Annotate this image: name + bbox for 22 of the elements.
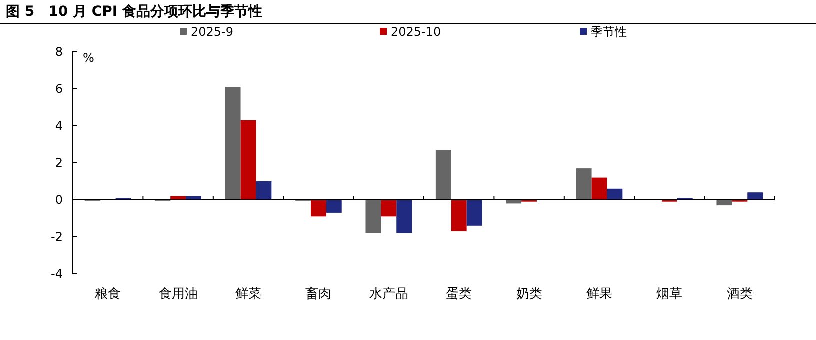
legend-label: 2025-9: [191, 25, 234, 39]
x-tick-label: 蛋类: [446, 287, 472, 302]
x-tick-label: 烟草: [656, 287, 683, 302]
x-tick-label: 食用油: [158, 287, 198, 302]
x-tick-label: 鲜果: [586, 287, 612, 302]
x-tick-label: 奶类: [516, 287, 542, 302]
y-tick-label: 0: [55, 192, 63, 207]
y-tick-label: 6: [55, 82, 63, 96]
y-tick-label: 4: [55, 118, 63, 133]
x-tick-label: 粮食: [95, 287, 122, 302]
y-axis-title: %: [83, 51, 94, 65]
y-tick-label: -4: [51, 266, 63, 281]
chart-title: 图 5 10 月 CPI 食品分项环比与季节性: [6, 3, 262, 20]
y-tick-label: 8: [55, 44, 63, 59]
x-tick-label: 畜肉: [306, 286, 332, 302]
x-tick-label: 酒类: [726, 287, 753, 302]
legend-label: 季节性: [591, 25, 627, 39]
x-tick-label: 鲜菜: [236, 287, 262, 302]
x-tick-label: 水产品: [369, 287, 408, 302]
y-tick-label: 2: [55, 156, 63, 170]
y-tick-label: -2: [51, 230, 63, 244]
legend-label: 2025-10: [391, 25, 442, 39]
